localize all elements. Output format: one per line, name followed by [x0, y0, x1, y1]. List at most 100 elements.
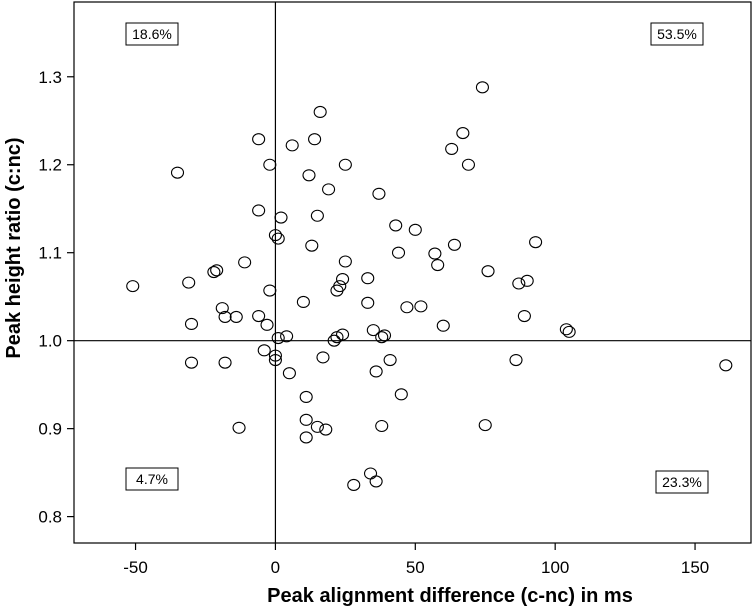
data-point: [229, 310, 243, 323]
data-point: [408, 223, 422, 236]
data-point: [299, 431, 313, 444]
data-point: [475, 81, 489, 94]
data-point: [481, 265, 495, 278]
data-point: [319, 423, 333, 436]
data-point: [182, 276, 196, 289]
data-point: [268, 353, 282, 367]
data-point: [282, 367, 296, 380]
x-tick-label: 150: [681, 558, 709, 577]
data-point: [375, 419, 389, 433]
data-point: [562, 325, 576, 338]
data-point: [520, 274, 534, 287]
data-point: [369, 365, 383, 378]
data-point: [363, 467, 378, 480]
x-axis: -50 0 50 100 150: [123, 543, 709, 577]
data-point: [436, 319, 450, 332]
data-point: [414, 300, 428, 313]
data-point: [310, 209, 324, 222]
data-point: [361, 272, 375, 285]
data-point: [375, 331, 389, 344]
data-point: [210, 264, 224, 277]
data-point: [302, 169, 316, 182]
data-point: [252, 309, 266, 323]
data-point: [310, 420, 324, 433]
data-point: [461, 158, 476, 171]
data-point: [529, 236, 543, 249]
data-point: [280, 330, 294, 343]
data-point: [184, 317, 199, 331]
data-points: [126, 81, 733, 491]
data-point: [383, 353, 397, 367]
quadrant-label-bottom-right: 23.3%: [662, 474, 702, 490]
data-point: [447, 238, 462, 251]
data-point: [126, 280, 140, 293]
data-point: [478, 419, 492, 432]
data-point: [400, 301, 414, 314]
reference-lines: [74, 2, 751, 543]
data-point: [257, 344, 271, 357]
x-tick-label: 0: [271, 558, 280, 577]
data-point: [308, 133, 322, 146]
data-point: [207, 266, 221, 279]
data-point: [263, 158, 277, 171]
data-point: [372, 187, 386, 200]
data-point: [394, 388, 408, 401]
data-point: [509, 353, 523, 367]
x-tick-label: -50: [123, 558, 148, 577]
data-point: [170, 166, 185, 179]
data-point: [428, 247, 442, 260]
x-axis-title: Peak alignment difference (c-nc) in ms: [267, 585, 633, 607]
data-point: [322, 183, 336, 196]
data-point: [305, 239, 319, 252]
data-point: [285, 139, 299, 152]
y-tick-label: 1.3: [38, 68, 62, 87]
data-point: [260, 318, 274, 331]
y-axis: 0.8 0.9 1.0 1.1 1.2 1.3: [38, 68, 74, 527]
quadrant-label-box: [655, 470, 709, 494]
data-point: [333, 280, 347, 293]
data-point: [336, 328, 350, 341]
data-point: [238, 256, 252, 269]
data-point: [268, 229, 282, 242]
data-point: [366, 324, 380, 337]
data-point: [512, 277, 526, 290]
data-point: [232, 421, 246, 434]
data-point: [445, 142, 459, 155]
data-point: [391, 246, 406, 259]
y-tick-label: 1.1: [38, 244, 62, 263]
quadrant-label-box: [650, 22, 704, 46]
data-point: [268, 349, 282, 362]
data-point: [296, 295, 310, 309]
plot-frame: [73, 1, 752, 544]
data-point: [271, 232, 285, 245]
data-point: [299, 413, 313, 426]
y-tick-label: 1.0: [38, 332, 62, 351]
quadrant-label-bottom-left: 4.7%: [136, 471, 168, 487]
data-point: [263, 284, 277, 297]
data-point: [274, 211, 288, 224]
data-point: [389, 219, 403, 232]
data-point: [336, 273, 350, 286]
y-axis-title: Peak height ratio (c:nc): [3, 137, 25, 358]
x-tick-label: 100: [541, 558, 569, 577]
data-point: [252, 204, 266, 217]
data-point: [215, 302, 229, 315]
data-point: [252, 133, 266, 146]
data-point: [559, 323, 573, 336]
y-tick-label: 0.9: [38, 420, 62, 439]
y-tick-label: 0.8: [38, 508, 62, 527]
quadrant-label-top-right: 53.5%: [657, 26, 697, 42]
data-point: [517, 309, 531, 323]
data-point: [313, 105, 327, 119]
y-tick-label: 1.2: [38, 156, 62, 175]
data-point: [338, 255, 352, 268]
data-point: [184, 356, 199, 369]
data-point: [719, 359, 733, 372]
data-point: [431, 258, 445, 272]
data-point: [338, 158, 352, 171]
data-point: [218, 310, 232, 323]
quadrant-labels: 18.6% 53.5% 4.7% 23.3%: [125, 22, 709, 494]
data-point: [369, 475, 383, 488]
quadrant-label-box: [125, 467, 179, 491]
